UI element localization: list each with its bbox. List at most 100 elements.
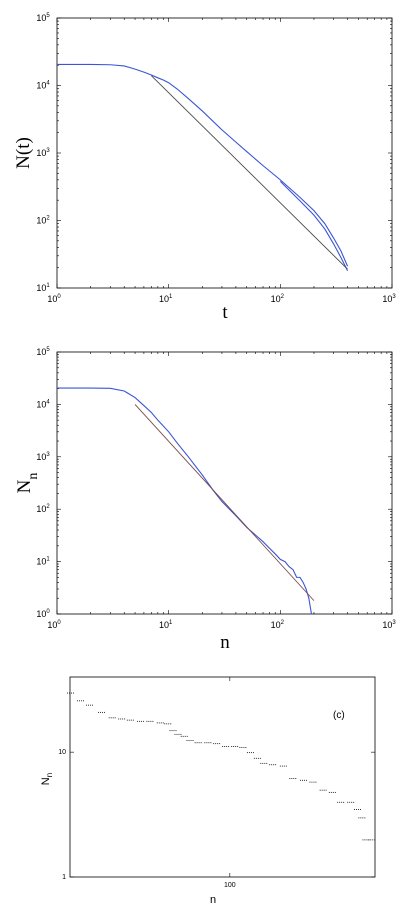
x-tick-label: 100 [224, 882, 236, 889]
scatter-point [295, 778, 297, 779]
scatter-point [174, 733, 176, 735]
chart-1-frame [56, 17, 393, 289]
scatter-point [224, 746, 226, 747]
scatter-point [285, 765, 287, 767]
scatter-point [186, 740, 188, 741]
scatter-point [170, 723, 172, 725]
scatter-point [143, 720, 145, 722]
scatter-point [86, 704, 87, 706]
scatter-point [253, 757, 255, 759]
scatter-point [275, 764, 277, 766]
scatter-point [204, 742, 206, 744]
chart-2-frame [56, 351, 393, 615]
scatter-point [173, 730, 175, 732]
scatter-point [108, 717, 110, 719]
scatter-point [362, 839, 364, 841]
chart-3-series [67, 692, 376, 841]
scatter-point [332, 791, 334, 793]
y-tick-exponent: 3 [46, 148, 50, 154]
scatter-point [110, 717, 112, 719]
x-tick-label: 100 [47, 620, 61, 630]
scatter-point [137, 720, 139, 722]
scatter-point [162, 722, 164, 724]
x-tick-exponent: 2 [281, 294, 285, 300]
scatter-point [315, 781, 317, 783]
y-tick-label: 101 [36, 283, 50, 293]
y-tick-label: 102 [36, 216, 50, 226]
scatter-point [102, 711, 103, 713]
scatter-point [257, 757, 259, 759]
scatter-point [128, 719, 130, 721]
scatter-point [235, 746, 237, 747]
scatter-point [132, 719, 134, 721]
chart-1-y-axis-label: N(t) [13, 137, 34, 169]
y-tick-label: 10 [58, 749, 66, 756]
series-line-0 [57, 63, 349, 267]
scatter-point [114, 717, 116, 719]
y-tick-label: 105 [36, 347, 50, 357]
y-tick-label: 104 [36, 81, 50, 91]
scatter-point [164, 723, 166, 725]
scatter-point [215, 743, 217, 745]
chart-2-series [57, 387, 315, 615]
series-line-0 [57, 387, 313, 615]
scatter-point [374, 839, 376, 841]
scatter-point [279, 765, 281, 767]
scatter-point [281, 765, 283, 767]
chart-3-y-axis-label-main: N [40, 777, 52, 785]
scatter-point [299, 779, 301, 781]
chart-2-x-axis-label: n [220, 632, 230, 653]
scatter-point [362, 817, 364, 819]
scatter-point [358, 817, 360, 819]
scatter-point [321, 789, 323, 791]
scatter-point [148, 720, 150, 722]
scatter-point [252, 752, 254, 754]
scatter-point [283, 765, 285, 767]
scatter-point [325, 789, 327, 791]
y-tick-exponent: 1 [46, 557, 50, 563]
scatter-point [171, 730, 173, 732]
x-tick-exponent: 0 [57, 620, 61, 626]
scatter-point [104, 711, 105, 713]
scatter-point [356, 809, 357, 810]
scatter-point [118, 718, 120, 720]
scatter-point [293, 778, 295, 779]
x-tick-exponent: 3 [392, 620, 396, 626]
scatter-point [88, 704, 89, 706]
scatter-point [243, 746, 245, 748]
x-tick-exponent: 1 [169, 294, 173, 300]
scatter-point [175, 730, 177, 732]
scatter-point [150, 720, 152, 722]
chart-3-scatter: 100 1 10 (c) n Nn [40, 676, 376, 906]
scatter-point [169, 730, 171, 732]
scatter-point [92, 704, 93, 706]
scatter-point [208, 742, 210, 744]
chart-3-x-axis-label: n [210, 894, 216, 906]
series-line-1 [134, 404, 315, 601]
scatter-point [354, 809, 355, 810]
y-tick-label: 105 [36, 13, 50, 23]
chart-1-series [57, 63, 349, 272]
scatter-point [323, 789, 325, 791]
scatter-point [213, 743, 215, 745]
y-tick-exponent: 5 [46, 347, 50, 353]
scatter-point [360, 809, 361, 810]
y-tick-exponent: 2 [46, 216, 50, 222]
scatter-point [313, 781, 315, 783]
scatter-point [198, 742, 200, 744]
scatter-point [349, 801, 351, 803]
scatter-point [112, 717, 114, 719]
scatter-point [81, 700, 82, 702]
chart-3-ticks: 100 1 10 [58, 677, 375, 889]
scatter-point [241, 746, 243, 748]
scatter-point [289, 778, 291, 779]
scatter-point [160, 722, 162, 724]
y-tick-exponent: 2 [46, 504, 50, 510]
scatter-point [188, 740, 190, 741]
chart-2-y-axis-label-sub: n [26, 473, 41, 480]
scatter-point [71, 692, 72, 694]
scatter-point [210, 742, 212, 744]
scatter-point [186, 735, 188, 737]
